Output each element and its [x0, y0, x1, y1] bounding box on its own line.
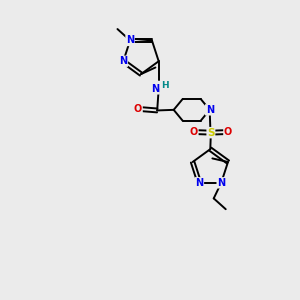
- Text: H: H: [161, 81, 169, 90]
- Text: N: N: [119, 56, 128, 66]
- Text: N: N: [151, 84, 159, 94]
- Text: N: N: [206, 105, 214, 115]
- Text: N: N: [126, 35, 134, 46]
- Text: S: S: [207, 128, 214, 138]
- Text: O: O: [190, 127, 198, 137]
- Text: O: O: [134, 104, 142, 114]
- Text: O: O: [224, 127, 232, 137]
- Text: N: N: [195, 178, 203, 188]
- Text: N: N: [217, 178, 225, 188]
